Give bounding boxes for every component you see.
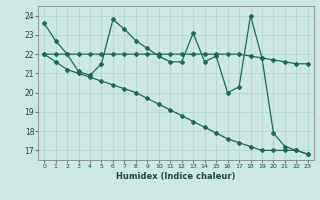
X-axis label: Humidex (Indice chaleur): Humidex (Indice chaleur) — [116, 172, 236, 181]
